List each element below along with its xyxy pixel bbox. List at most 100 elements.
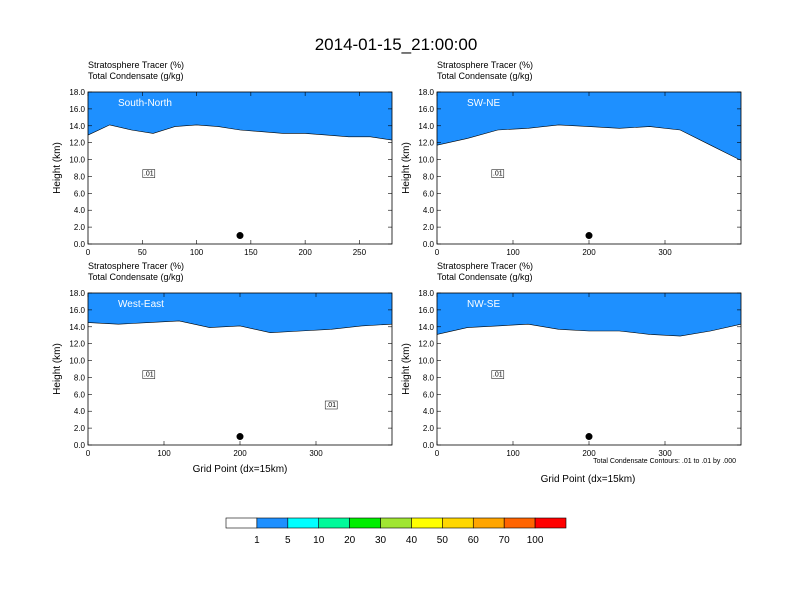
y-tick-label: 12.0 <box>69 340 85 349</box>
x-tick-label: 250 <box>353 248 367 257</box>
colorbar-box <box>287 517 320 529</box>
y-tick-label: 0.0 <box>423 240 435 249</box>
location-marker <box>585 433 593 441</box>
y-tick-label: 18.0 <box>69 289 85 298</box>
panel-subtitle-tracer: Stratosphere Tracer (%) <box>437 60 533 70</box>
y-tick-label: 6.0 <box>423 390 435 399</box>
colorbar-box <box>442 517 474 529</box>
y-tick-label: 18.0 <box>418 88 434 97</box>
y-tick-label: 8.0 <box>74 373 86 382</box>
panel-subtitle-tracer: Stratosphere Tracer (%) <box>88 261 184 271</box>
x-tick-label: 0 <box>86 449 91 458</box>
panel-sw-ne: Stratosphere Tracer (%)Total Condensate … <box>401 60 742 257</box>
colorbar: 1 5 10 20 30 40 50 60 70 100 <box>225 517 567 546</box>
y-tick-label: 12.0 <box>418 139 434 148</box>
colorbar-box <box>380 517 412 529</box>
y-tick-label: 14.0 <box>418 122 434 131</box>
y-tick-label: 6.0 <box>74 390 86 399</box>
y-tick-label: 8.0 <box>423 172 435 181</box>
y-tick-label: 16.0 <box>69 105 85 114</box>
x-tick-label: 200 <box>298 248 312 257</box>
y-tick-label: 4.0 <box>423 407 435 416</box>
x-tick-label: 200 <box>582 449 596 458</box>
y-tick-label: 2.0 <box>423 223 435 232</box>
x-tick-label: 100 <box>190 248 204 257</box>
y-axis-label: Height (km) <box>52 343 63 395</box>
colorbar-box <box>256 517 289 529</box>
colorbar-label: 5 <box>285 535 291 546</box>
contour-label: .01 <box>326 402 336 409</box>
condensate-contour <box>88 320 392 334</box>
x-tick-label: 0 <box>435 449 440 458</box>
y-tick-label: 8.0 <box>423 373 435 382</box>
region-label: SW-NE <box>467 98 500 109</box>
x-tick-label: 200 <box>233 449 247 458</box>
contour-label-box <box>324 400 338 410</box>
y-tick-label: 18.0 <box>418 289 434 298</box>
x-axis-label-right: Grid Point (dx=15km) <box>541 474 636 485</box>
x-tick-label: 150 <box>244 248 258 257</box>
y-tick-label: 6.0 <box>423 189 435 198</box>
x-tick-label: 100 <box>506 248 520 257</box>
figure-title: 2014-01-15_21:00:00 <box>315 35 478 54</box>
tracer-field <box>88 293 392 445</box>
colorbar-label: 60 <box>468 535 480 546</box>
contour-note: Total Condensate Contours: .01 to .01 by… <box>593 458 736 465</box>
colorbar-box <box>318 517 350 529</box>
contour-label: .01 <box>493 372 503 379</box>
y-tick-label: 12.0 <box>69 139 85 148</box>
contour-label-box <box>142 169 156 178</box>
plot-frame <box>87 91 393 245</box>
y-tick-label: 16.0 <box>69 306 85 315</box>
x-tick-label: 0 <box>435 248 440 257</box>
panel-subtitle-condensate: Total Condensate (g/kg) <box>437 272 533 282</box>
y-tick-label: 10.0 <box>418 156 434 165</box>
panel-subtitle-condensate: Total Condensate (g/kg) <box>88 71 184 81</box>
colorbar-box <box>349 517 381 529</box>
x-tick-label: 50 <box>138 248 147 257</box>
y-tick-label: 4.0 <box>74 407 86 416</box>
y-axis-label: Height (km) <box>401 343 412 395</box>
location-marker <box>585 232 593 240</box>
tracer-band-7 <box>88 293 392 333</box>
y-tick-label: 0.0 <box>74 240 86 249</box>
panel-west-east: Stratosphere Tracer (%)Total Condensate … <box>52 261 393 458</box>
condensate-contour <box>437 124 741 161</box>
y-tick-label: 12.0 <box>418 340 434 349</box>
x-tick-label: 200 <box>582 248 596 257</box>
panel-subtitle-tracer: Stratosphere Tracer (%) <box>88 60 184 70</box>
contour-label-box <box>491 169 505 178</box>
y-tick-label: 0.0 <box>74 441 86 450</box>
x-tick-label: 300 <box>309 449 323 458</box>
x-axis-label-left: Grid Point (dx=15km) <box>193 464 288 475</box>
region-label: West-East <box>118 299 164 310</box>
y-tick-label: 18.0 <box>69 88 85 97</box>
x-tick-label: 100 <box>506 449 520 458</box>
y-tick-label: 16.0 <box>418 105 434 114</box>
y-axis-label: Height (km) <box>52 142 63 194</box>
x-tick-label: 300 <box>658 248 672 257</box>
colorbar-box <box>534 517 567 529</box>
tracer-band-7 <box>88 92 392 141</box>
panel-nw-se: Stratosphere Tracer (%)Total Condensate … <box>401 261 742 458</box>
y-tick-label: 4.0 <box>423 206 435 215</box>
contour-label: .01 <box>493 171 503 178</box>
y-tick-label: 14.0 <box>69 323 85 332</box>
contour-label: .01 <box>144 171 154 178</box>
x-tick-label: 300 <box>658 449 672 458</box>
y-tick-label: 2.0 <box>74 223 86 232</box>
contour-label: .01 <box>144 372 154 379</box>
panel-subtitle-tracer: Stratosphere Tracer (%) <box>437 261 533 271</box>
y-tick-label: 14.0 <box>69 122 85 131</box>
x-tick-label: 0 <box>86 248 91 257</box>
y-tick-label: 10.0 <box>69 357 85 366</box>
colorbar-label: 10 <box>313 535 325 546</box>
tracer-band-7 <box>437 92 741 161</box>
x-tick-label: 100 <box>157 449 171 458</box>
region-label: South-North <box>118 98 172 109</box>
contour-label-box <box>142 370 156 379</box>
colorbar-label: 100 <box>527 535 544 546</box>
y-tick-label: 14.0 <box>418 323 434 332</box>
colorbar-box <box>472 517 505 529</box>
